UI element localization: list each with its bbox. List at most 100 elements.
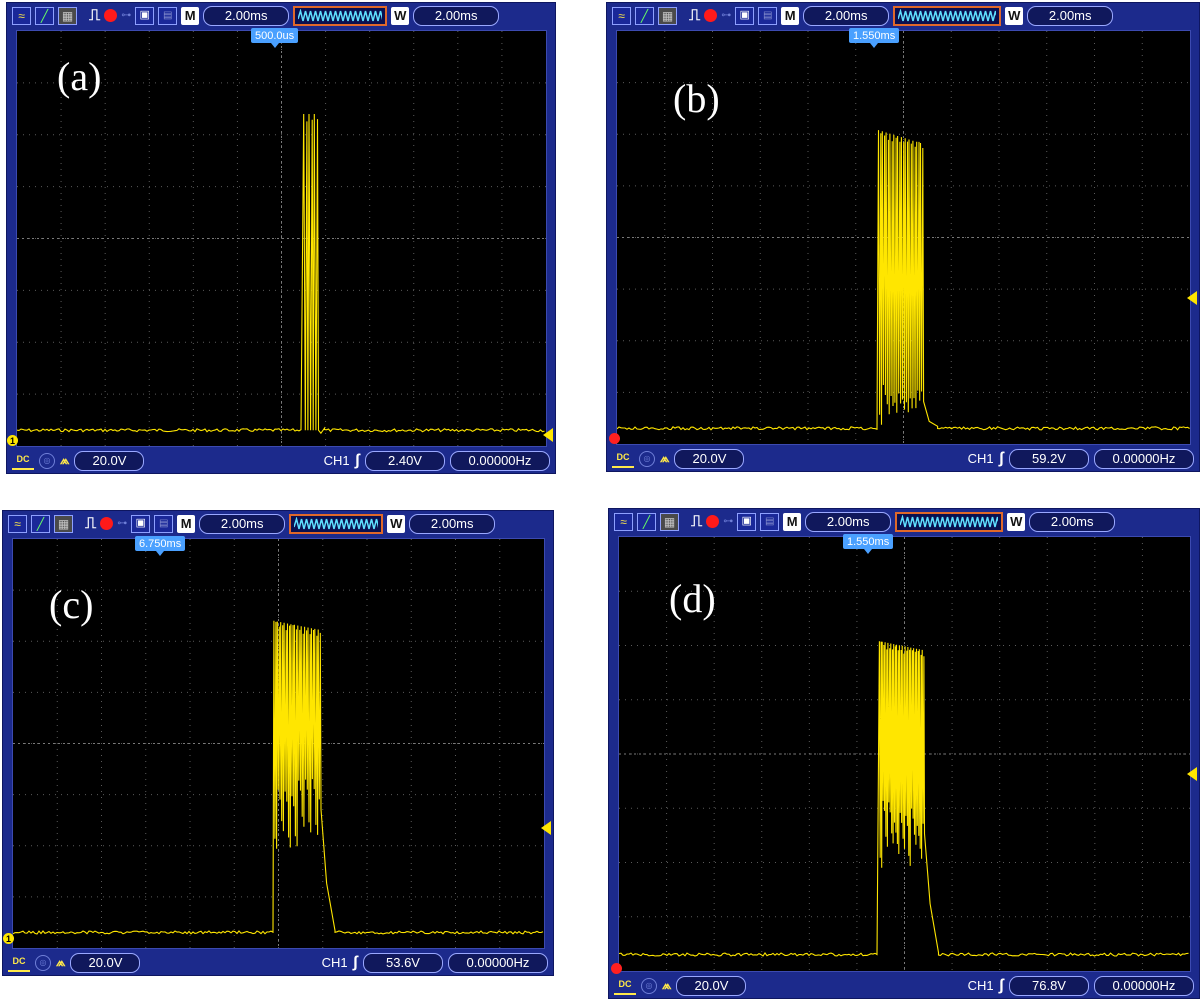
channel-ground-marker[interactable]: 1 — [3, 933, 14, 944]
trigger-level-value[interactable]: 53.6V — [363, 952, 443, 973]
frequency-readout: 0.00000Hz — [448, 952, 548, 973]
top-toolbar: ≈ ╱ ▦ ⎍ ⊶ ▣ ▤ M 2.00ms W 2.00ms — [609, 509, 1199, 534]
edge-trigger-icon[interactable]: ╱ — [31, 514, 50, 533]
trigger-level-value[interactable]: 76.8V — [1009, 975, 1089, 996]
bottom-status-bar: DC ◎ ⩕ 20.0V CH1 ʃ 59.2V 0.00000Hz — [607, 446, 1199, 471]
volts-per-division[interactable]: 20.0V — [676, 975, 747, 996]
trigger-level-marker[interactable] — [541, 821, 551, 835]
storage-card-icon: ▤ — [758, 6, 778, 25]
dc-coupling-icon[interactable]: DC — [612, 450, 634, 468]
trigger-position-flag[interactable]: 6.750ms — [135, 536, 186, 556]
window-timebase-button[interactable]: W — [391, 6, 410, 25]
main-timebase-value: 2.00ms — [803, 5, 890, 26]
ch1-trace — [617, 130, 1190, 431]
trigger-channel-label: CH1 — [323, 453, 350, 468]
memory-waveform-icon — [294, 516, 379, 529]
top-toolbar: ≈ ╱ ▦ ⎍ ⊶ ▣ ▤ M 2.00ms W 2.00ms — [7, 3, 555, 28]
storage-card-icon: ▤ — [158, 6, 178, 25]
run-stop-pulse-icon[interactable]: ⎍ — [85, 514, 97, 532]
record-icon[interactable] — [706, 515, 720, 528]
save-disk-icon[interactable]: ▣ — [735, 6, 755, 25]
bottom-status-bar: DC ◎ ⩕ 20.0V CH1 ʃ 76.8V 0.00000Hz — [609, 973, 1199, 998]
trigger-position-flag[interactable]: 500.0us — [251, 28, 299, 48]
trigger-level-value[interactable]: 2.40V — [365, 450, 445, 471]
trigger-position-flag[interactable]: 1.550ms — [843, 534, 894, 554]
persistence-icon[interactable]: ▦ — [58, 6, 77, 25]
waveform-icon[interactable]: ≈ — [612, 6, 631, 25]
record-icon[interactable] — [704, 9, 718, 22]
usb-icon: ⊶ — [723, 516, 734, 527]
waveform-screen[interactable]: (a) — [16, 30, 547, 447]
memory-waveform-icon — [898, 8, 997, 21]
save-disk-icon[interactable]: ▣ — [131, 514, 151, 533]
bandwidth-limit-icon[interactable]: ◎ — [641, 977, 657, 994]
rising-edge-icon: ʃ — [998, 976, 1004, 994]
dc-coupling-icon[interactable]: DC — [8, 954, 30, 972]
window-timebase-button[interactable]: W — [1005, 6, 1024, 25]
bandwidth-limit-icon[interactable]: ◎ — [35, 954, 51, 971]
main-timebase-button[interactable]: M — [783, 512, 802, 531]
window-timebase-value: 2.00ms — [1029, 511, 1116, 532]
bandwidth-waveform-icon: ⩕ — [60, 453, 70, 467]
panel-caption: (c) — [49, 582, 94, 627]
edge-trigger-icon[interactable]: ╱ — [637, 512, 656, 531]
frequency-readout: 0.00000Hz — [1094, 448, 1194, 469]
frequency-readout: 0.00000Hz — [1094, 975, 1194, 996]
volts-per-division[interactable]: 20.0V — [74, 450, 145, 471]
persistence-icon[interactable]: ▦ — [660, 512, 679, 531]
trigger-level-marker[interactable] — [1187, 291, 1197, 305]
memory-waveform-icon — [900, 514, 999, 527]
volts-per-division[interactable]: 20.0V — [70, 952, 141, 973]
rising-edge-icon: ʃ — [998, 449, 1004, 467]
panel-caption: (d) — [669, 576, 716, 621]
panel-caption: (b) — [673, 76, 720, 121]
main-timebase-button[interactable]: M — [177, 514, 196, 533]
waveform-icon[interactable]: ≈ — [614, 512, 633, 531]
channel-ground-marker[interactable]: 1 — [7, 435, 18, 446]
top-toolbar: ≈ ╱ ▦ ⎍ ⊶ ▣ ▤ M 2.00ms W 2.00ms — [3, 511, 553, 536]
persistence-icon[interactable]: ▦ — [54, 514, 73, 533]
persistence-icon[interactable]: ▦ — [658, 6, 677, 25]
storage-card-icon: ▤ — [154, 514, 174, 533]
waveform-screen[interactable]: (b) — [616, 30, 1191, 445]
ch1-trace — [619, 641, 1189, 957]
record-icon[interactable] — [104, 9, 118, 22]
save-disk-icon[interactable]: ▣ — [135, 6, 155, 25]
trigger-position-flag[interactable]: 1.550ms — [849, 28, 900, 48]
run-stop-pulse-icon[interactable]: ⎍ — [691, 512, 703, 530]
memory-depth-indicator — [293, 5, 388, 26]
oscilloscope-panel-b: ≈ ╱ ▦ ⎍ ⊶ ▣ ▤ M 2.00ms W 2.00ms (b) 1.55… — [606, 2, 1200, 472]
record-icon[interactable] — [100, 517, 114, 530]
oscilloscope-panel-c: ≈ ╱ ▦ ⎍ ⊶ ▣ ▤ M 2.00ms W 2.00ms (c) 6.75… — [2, 510, 554, 976]
edge-trigger-icon[interactable]: ╱ — [635, 6, 654, 25]
rising-edge-icon: ʃ — [352, 953, 358, 971]
waveform-screen[interactable]: (c) — [12, 538, 545, 949]
window-timebase-value: 2.00ms — [1027, 5, 1114, 26]
waveform-icon[interactable]: ≈ — [12, 6, 31, 25]
channel-ground-marker[interactable] — [611, 963, 622, 974]
dc-coupling-icon[interactable]: DC — [12, 452, 34, 470]
edge-trigger-icon[interactable]: ╱ — [35, 6, 54, 25]
bandwidth-limit-icon[interactable]: ◎ — [39, 452, 55, 469]
trigger-level-marker[interactable] — [1187, 767, 1197, 781]
run-stop-pulse-icon[interactable]: ⎍ — [689, 6, 701, 24]
window-timebase-button[interactable]: W — [1007, 512, 1026, 531]
waveform-plot — [13, 539, 544, 948]
waveform-screen[interactable]: (d) — [618, 536, 1191, 972]
window-timebase-button[interactable]: W — [387, 514, 406, 533]
main-timebase-button[interactable]: M — [181, 6, 200, 25]
main-timebase-button[interactable]: M — [781, 6, 800, 25]
bandwidth-limit-icon[interactable]: ◎ — [639, 450, 655, 467]
waveform-icon[interactable]: ≈ — [8, 514, 27, 533]
dc-coupling-icon[interactable]: DC — [614, 977, 636, 995]
rising-edge-icon: ʃ — [354, 451, 360, 469]
trigger-level-value[interactable]: 59.2V — [1009, 448, 1089, 469]
usb-icon: ⊶ — [721, 10, 732, 21]
trigger-level-marker[interactable] — [543, 428, 553, 442]
run-stop-pulse-icon[interactable]: ⎍ — [89, 6, 101, 24]
channel-ground-marker[interactable] — [609, 433, 620, 444]
volts-per-division[interactable]: 20.0V — [674, 448, 745, 469]
storage-card-icon: ▤ — [760, 512, 780, 531]
usb-icon: ⊶ — [121, 10, 132, 21]
save-disk-icon[interactable]: ▣ — [737, 512, 757, 531]
